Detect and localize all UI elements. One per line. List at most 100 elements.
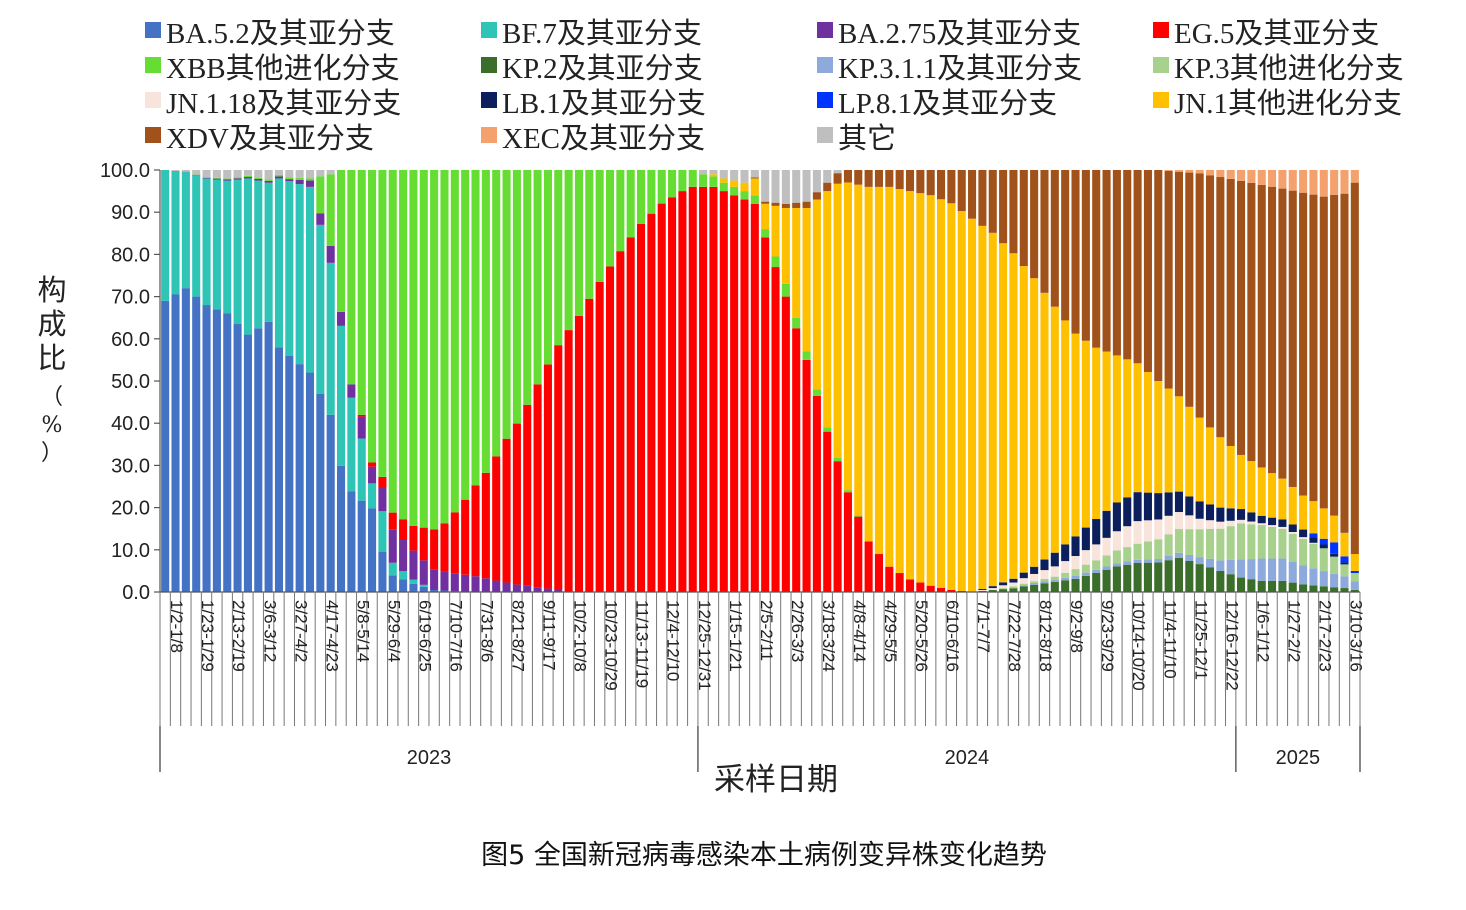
legend-swatch [817,92,833,108]
x-tick-label: 12/25-12/31 [695,600,714,691]
bar-segment [802,351,811,360]
bar-segment [233,178,242,180]
bar-segment [1009,588,1018,592]
bar-week-10 [264,170,273,592]
bar-segment [1174,396,1183,492]
x-axis-label: 采样日期 [714,762,838,798]
bar-week-90 [1092,170,1101,592]
bar-segment [781,296,790,592]
bar-segment [1061,561,1070,573]
bar-week-89 [1081,170,1090,592]
bar-segment [1247,521,1256,525]
bar-segment [1030,573,1039,582]
bar-segment [1185,515,1194,530]
bar-segment [1237,180,1246,455]
bar-segment [895,170,904,189]
bar-week-67 [854,170,863,592]
bar-segment [1330,553,1339,557]
bar-segment [1185,554,1194,561]
bar-segment [1102,537,1111,556]
bar-week-88 [1071,170,1080,592]
bar-segment [1268,473,1277,518]
bar-segment [947,203,956,590]
x-tick-label: 7/1-7/7 [974,600,993,653]
bar-segment [1112,566,1121,592]
year-label: 2023 [407,747,452,769]
bar-segment [988,170,997,233]
bar-segment [461,574,470,592]
bar-segment [1205,567,1215,592]
bar-segment [905,191,915,580]
bar-segment [1340,588,1349,592]
bar-segment [223,180,232,314]
bar-segment [1247,559,1256,580]
bar-segment [1050,580,1059,582]
bar-week-65 [833,170,842,592]
bar-segment [668,197,677,593]
bar-segment [812,170,821,193]
bar-segment [274,176,283,179]
bar-segment [212,178,221,180]
x-tick-label: 6/19-6/25 [415,600,434,672]
bar-segment [1071,556,1080,570]
year-label: 2025 [1276,747,1321,769]
bar-week-77 [957,170,966,592]
bar-segment [337,325,346,466]
bar-week-57 [750,170,759,592]
bar-segment [243,178,252,335]
bar-segment [626,237,635,592]
x-tick-label: 12/16-12/22 [1222,600,1241,691]
bar-segment [1205,427,1215,505]
figure-caption: 图5 全国新冠病毒感染本土病例变异株变化趋势 [481,840,1047,871]
bar-segment [833,458,842,462]
bar-segment [854,170,863,185]
y-tick-label: 40.0 [111,413,150,435]
bar-segment [978,589,987,591]
x-tick-label: 5/29-6/4 [384,600,403,662]
bar-week-17 [337,170,346,592]
bar-segment [957,211,966,591]
bar-week-114 [1340,170,1349,592]
bar-segment [378,476,387,488]
bar-segment [171,171,180,295]
bar-segment [1092,560,1101,570]
bar-segment [874,554,883,592]
bar-segment [605,266,615,592]
bar-segment [740,182,749,192]
bar-week-82 [1009,170,1018,592]
bar-segment [347,397,356,492]
bar-segment [223,179,232,181]
bar-segment [926,585,935,592]
bar-segment [285,355,294,592]
bar-week-7 [233,170,242,592]
bar-segment [1226,508,1235,521]
bar-segment [181,288,190,592]
bar-segment [1092,572,1101,592]
bar-week-18 [347,170,356,592]
bar-segment [968,170,977,219]
x-tick-label: 3/27-4/2 [291,600,310,662]
bar-segment [874,186,883,555]
bar-segment [1319,170,1328,197]
bar-segment [978,170,987,226]
bar-segment [792,207,801,318]
bar-segment [823,191,832,428]
bar-segment [1050,576,1059,581]
legend-label: KP.2及其亚分支 [502,52,703,85]
legend-label: KP.3其他进化分支 [1174,52,1404,85]
bar-segment [750,195,759,204]
bar-segment [388,575,397,592]
bar-segment [730,170,739,181]
bar-segment [419,527,428,561]
bar-segment [502,170,511,439]
legend-item: BA.2.75及其亚分支 [817,17,1081,50]
bar-segment [1071,578,1080,592]
bar-segment [1154,381,1163,494]
y-tick-label: 60.0 [111,329,150,351]
bar-segment [1195,518,1204,530]
bar-segment [512,423,521,585]
bar-segment [337,311,346,326]
bar-segment [709,186,718,592]
legend-label: JN.1其他进化分支 [1174,87,1402,120]
bar-segment [688,186,697,592]
